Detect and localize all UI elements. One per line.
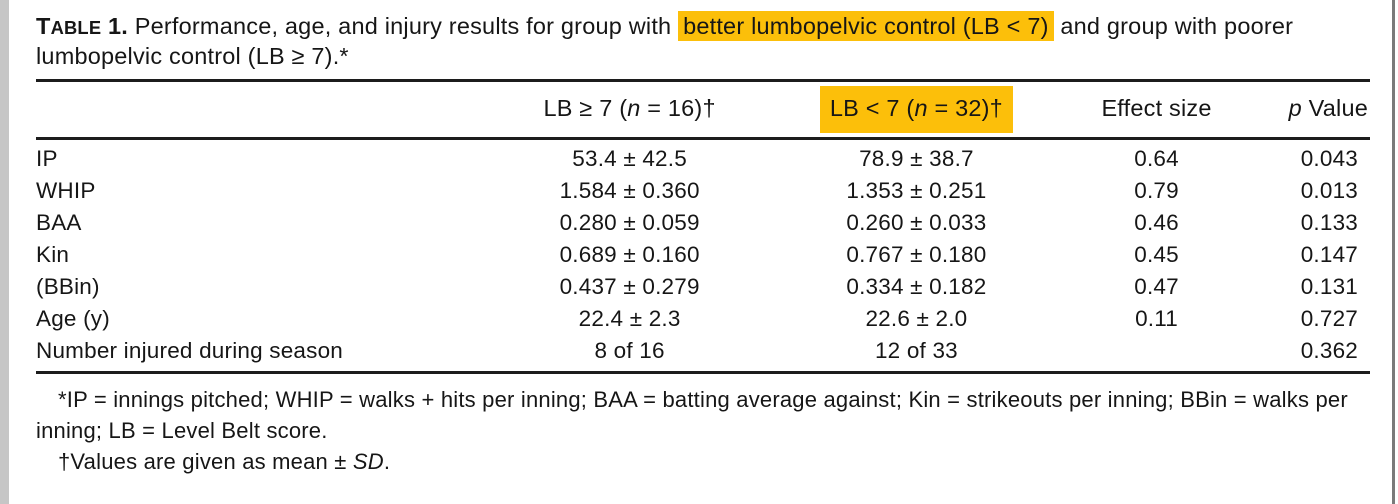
caption-text-after-highlight: and group with poorer lumbopelvic contro… bbox=[36, 13, 1294, 69]
table-footnotes: *IP = innings pitched; WHIP = walks + hi… bbox=[36, 384, 1370, 477]
row-label-cell: Age (y) bbox=[36, 306, 110, 331]
caption-text-before-highlight: Performance, age, and injury results for… bbox=[128, 13, 679, 39]
table-figure: TABLE 1. Performance, age, and injury re… bbox=[36, 11, 1370, 477]
row-label-cell: BAA bbox=[36, 210, 82, 235]
value-cell-better: 22.6 ± 2.0 bbox=[865, 306, 968, 331]
header-cell-p-value: p Value bbox=[1249, 80, 1370, 140]
value-cell-p: 0.013 bbox=[1300, 178, 1358, 203]
table-row-age: Age (y) 22.4 ± 2.3 22.6 ± 2.0 0.11 0.727 bbox=[36, 303, 1370, 335]
value-cell-poorer: 0.280 ± 0.059 bbox=[559, 210, 700, 235]
header-cell-effect-size: Effect size bbox=[1063, 80, 1250, 140]
value-cell-poorer: 1.584 ± 0.360 bbox=[559, 178, 700, 203]
value-cell-better: 12 of 33 bbox=[874, 338, 958, 363]
row-label-cell: Number injured during season bbox=[36, 338, 344, 363]
value-cell-effect: 0.47 bbox=[1134, 274, 1179, 299]
value-cell-poorer: 0.689 ± 0.160 bbox=[559, 242, 700, 267]
row-label-cell: IP bbox=[36, 146, 58, 171]
table-caption-label-smallcaps: ABLE bbox=[50, 17, 102, 38]
value-cell-better: 0.767 ± 0.180 bbox=[846, 242, 987, 267]
value-cell-effect: 0.64 bbox=[1134, 146, 1179, 171]
row-label-cell: WHIP bbox=[36, 178, 96, 203]
header-cell-lb-lt-7: LB < 7 (n = 32)† bbox=[769, 80, 1064, 140]
value-cell-poorer: 8 of 16 bbox=[594, 338, 665, 363]
footnote-values-note: †Values are given as mean ± SD. bbox=[58, 449, 391, 474]
header-cell-lb-ge-7: LB ≥ 7 (n = 16)† bbox=[489, 80, 770, 140]
value-cell-effect: 0.79 bbox=[1134, 178, 1179, 203]
row-label-cell: (BBin) bbox=[36, 274, 100, 299]
value-cell-effect: 0.46 bbox=[1134, 210, 1179, 235]
header-row: LB ≥ 7 (n = 16)† LB < 7 (n = 32)† Effect… bbox=[36, 80, 1370, 140]
value-cell-effect: 0.11 bbox=[1135, 306, 1178, 331]
sd-italic: SD bbox=[352, 449, 384, 474]
value-cell-p: 0.147 bbox=[1300, 242, 1358, 267]
row-label-cell: Kin bbox=[36, 242, 70, 267]
value-cell-effect: 0.45 bbox=[1134, 242, 1179, 267]
value-cell-better: 0.260 ± 0.033 bbox=[846, 210, 987, 235]
scan-page-edge-right bbox=[1392, 0, 1395, 504]
header-highlight-mark: LB < 7 (n = 32)† bbox=[819, 86, 1013, 133]
results-table-header: LB ≥ 7 (n = 16)† LB < 7 (n = 32)† Effect… bbox=[36, 80, 1370, 140]
table-caption-label: TABLE 1. bbox=[36, 13, 128, 39]
value-cell-p: 0.727 bbox=[1300, 306, 1358, 331]
value-cell-poorer: 22.4 ± 2.3 bbox=[578, 306, 681, 331]
value-cell-better: 78.9 ± 38.7 bbox=[859, 146, 974, 171]
table-row-bbin: (BBin) 0.437 ± 0.279 0.334 ± 0.182 0.47 … bbox=[36, 271, 1370, 303]
table-row-baa: BAA 0.280 ± 0.059 0.260 ± 0.033 0.46 0.1… bbox=[36, 207, 1370, 239]
results-table-body: IP 53.4 ± 42.5 78.9 ± 38.7 0.64 0.043 WH… bbox=[36, 139, 1370, 373]
header-cell-row-labels bbox=[36, 80, 490, 140]
value-cell-poorer: 53.4 ± 42.5 bbox=[572, 146, 687, 171]
table-row-ip: IP 53.4 ± 42.5 78.9 ± 38.7 0.64 0.043 bbox=[36, 139, 1370, 176]
value-cell-p: 0.362 bbox=[1300, 338, 1358, 363]
value-cell-better: 1.353 ± 0.251 bbox=[846, 178, 987, 203]
value-cell-p: 0.043 bbox=[1300, 146, 1358, 171]
value-cell-better: 0.334 ± 0.182 bbox=[846, 274, 987, 299]
table-row-injured: Number injured during season 8 of 16 12 … bbox=[36, 335, 1370, 373]
table-caption: TABLE 1. Performance, age, and injury re… bbox=[36, 11, 1370, 70]
value-cell-p: 0.131 bbox=[1300, 274, 1358, 299]
caption-highlight-mark: better lumbopelvic control (LB < 7) bbox=[678, 11, 1054, 41]
value-cell-poorer: 0.437 ± 0.279 bbox=[559, 274, 700, 299]
results-table: LB ≥ 7 (n = 16)† LB < 7 (n = 32)† Effect… bbox=[36, 79, 1370, 374]
value-cell-effect bbox=[1063, 335, 1250, 373]
table-row-kin: Kin 0.689 ± 0.160 0.767 ± 0.180 0.45 0.1… bbox=[36, 239, 1370, 271]
value-cell-p: 0.133 bbox=[1300, 210, 1358, 235]
footnote-abbreviations: *IP = innings pitched; WHIP = walks + hi… bbox=[36, 387, 1348, 443]
table-row-whip: WHIP 1.584 ± 0.360 1.353 ± 0.251 0.79 0.… bbox=[36, 175, 1370, 207]
scan-page-edge-left bbox=[0, 0, 9, 504]
